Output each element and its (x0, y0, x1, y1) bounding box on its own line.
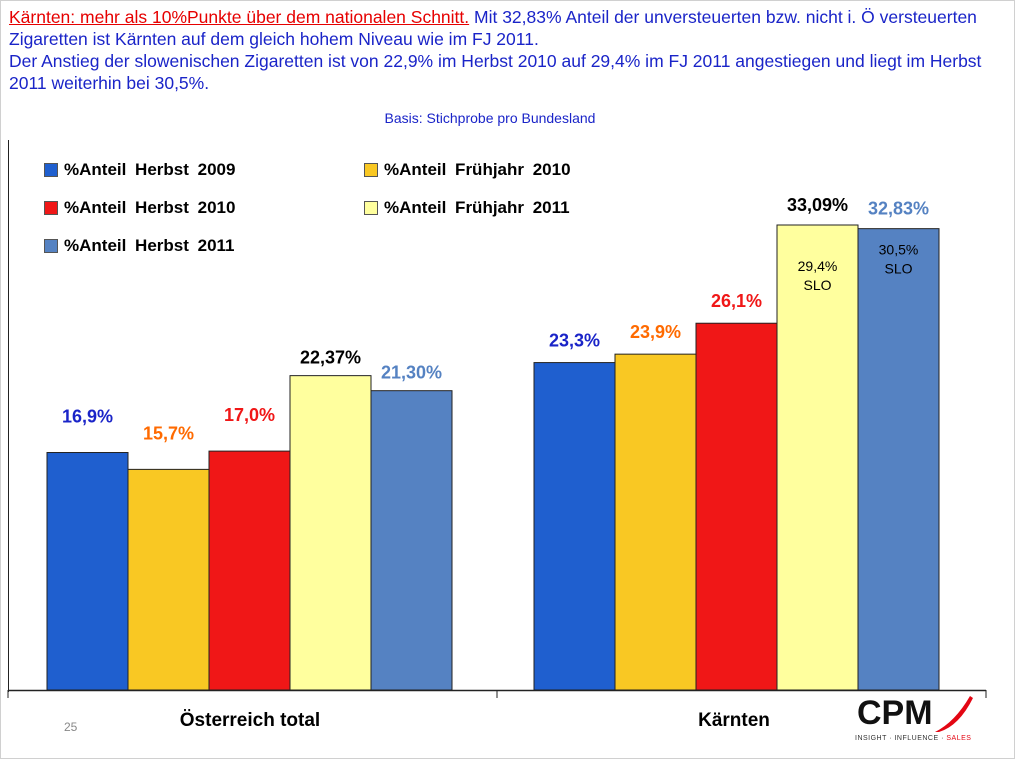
data-label: 21,30% (381, 363, 442, 383)
category-label-oesterreich: Österreich total (179, 710, 321, 731)
data-label: 23,3% (549, 331, 600, 351)
category-label-kaernten: Kärnten (698, 710, 770, 731)
data-label: 26,1% (711, 291, 762, 311)
bar (46, 452, 129, 691)
bar (208, 450, 291, 691)
bar-annotation: 30,5% (879, 242, 919, 258)
legend-label: %Anteil Herbst 2009 (64, 160, 236, 179)
bar (776, 224, 859, 691)
data-label: 17,0% (224, 405, 275, 425)
legend-swatch (44, 163, 58, 177)
legend-item-herbst-2010: %Anteil Herbst 2010 (44, 198, 235, 218)
bar-annotation: SLO (884, 261, 912, 277)
data-label: 23,9% (630, 322, 681, 342)
legend-label: %Anteil Frühjahr 2011 (384, 198, 570, 217)
bar-annotation: SLO (803, 277, 831, 293)
logo-swoosh (935, 696, 973, 732)
headline-highlight: Kärnten: mehr als 10%Punkte über dem nat… (9, 7, 470, 27)
data-label: 15,7% (143, 423, 194, 443)
headline: Kärnten: mehr als 10%Punkte über dem nat… (9, 6, 1009, 94)
data-label: 33,09% (787, 195, 848, 215)
legend-label: %Anteil Frühjahr 2010 (384, 160, 571, 179)
bar (857, 228, 940, 691)
legend-swatch (364, 163, 378, 177)
logo-text: CPM (857, 694, 933, 732)
bar (289, 375, 372, 691)
legend-item-herbst-2011: %Anteil Herbst 2011 (44, 236, 235, 256)
bar (695, 322, 778, 691)
bar (533, 362, 616, 691)
legend-item-herbst-2009: %Anteil Herbst 2009 (44, 160, 235, 180)
legend-item-fruehjahr-2011: %Anteil Frühjahr 2011 (364, 198, 570, 218)
headline-text-2: Der Anstieg der slowenischen Zigaretten … (9, 51, 982, 93)
bar (614, 353, 697, 691)
page-number: 25 (64, 720, 78, 734)
logo-tagline-prefix: INSIGHT · INFLUENCE · (855, 735, 947, 742)
legend-swatch (364, 201, 378, 215)
basis-note: Basis: Stichprobe pro Bundesland (384, 110, 596, 126)
logo-tagline-accent: SALES (946, 735, 972, 742)
logo-tagline: INSIGHT · INFLUENCE · SALES (855, 735, 975, 742)
data-label: 32,83% (868, 199, 929, 219)
bar-annotation: 29,4% (798, 258, 838, 274)
legend-swatch (44, 201, 58, 215)
headline-text: Mit 32,83% Anteil der unversteuerten bzw… (9, 7, 977, 49)
legend-label: %Anteil Herbst 2010 (64, 198, 236, 217)
data-label: 16,9% (62, 407, 113, 427)
cpm-logo: CPM INSIGHT · INFLUENCE · SALES (855, 692, 975, 752)
bar (127, 468, 210, 691)
plot-left-border (8, 140, 9, 692)
cpm-logo-mark: CPM (857, 694, 973, 732)
data-label: 22,37% (300, 348, 361, 368)
legend-item-fruehjahr-2010: %Anteil Frühjahr 2010 (364, 160, 571, 180)
legend: %Anteil Herbst 2009 %Anteil Herbst 2010 … (44, 160, 644, 270)
legend-swatch (44, 239, 58, 253)
legend-label: %Anteil Herbst 2011 (64, 236, 235, 255)
bar (370, 390, 453, 691)
